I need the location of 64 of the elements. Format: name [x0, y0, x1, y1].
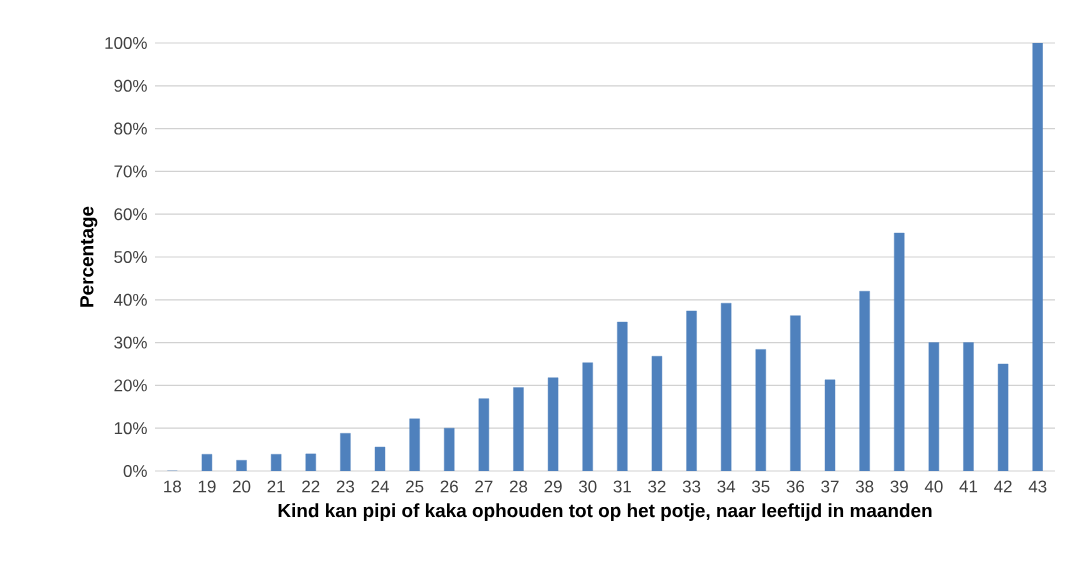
bar	[824, 379, 836, 471]
bar	[997, 363, 1009, 471]
bar	[340, 433, 351, 471]
x-tick-label: 35	[752, 480, 770, 493]
bar	[409, 418, 420, 471]
x-tick-label: 38	[855, 480, 874, 493]
x-tick-label: 29	[544, 480, 562, 493]
y-tick-label: 50%	[114, 251, 147, 263]
x-axis-title: Kind kan pipi of kaka ophouden tot op het potje, naar leeftijd in maanden	[278, 503, 932, 521]
bar	[617, 321, 628, 471]
x-tick-label: 40	[924, 480, 943, 493]
x-tick-label: 31	[613, 480, 631, 493]
y-tick-label: 80%	[114, 122, 147, 135]
bar	[928, 342, 940, 471]
bar	[582, 362, 593, 471]
x-tick-label: 24	[371, 480, 389, 493]
bar	[790, 315, 801, 471]
x-tick-label: 25	[406, 480, 424, 493]
y-tick-label: 20%	[114, 379, 147, 392]
x-tick-label: 34	[717, 480, 736, 493]
bar	[236, 460, 247, 471]
x-tick-label: 39	[890, 480, 908, 493]
bar	[547, 377, 559, 471]
x-tick-label: 21	[267, 480, 285, 493]
y-tick-label: 0%	[123, 465, 147, 477]
y-tick-label: 40%	[113, 293, 147, 306]
bar	[859, 291, 870, 471]
bar	[686, 310, 697, 471]
x-tick-label: 36	[786, 480, 805, 493]
x-tick-label: 28	[509, 480, 528, 493]
bar	[720, 303, 732, 471]
y-tick-label: 60%	[114, 208, 147, 221]
bar	[201, 454, 213, 471]
x-tick-label: 30	[578, 480, 597, 493]
x-tick-label: 26	[440, 480, 458, 493]
bar	[374, 446, 386, 471]
y-tick-label: 100%	[105, 37, 147, 49]
bar	[270, 454, 282, 471]
x-tick-label: 23	[336, 480, 355, 493]
x-tick-label: 37	[821, 480, 839, 493]
y-tick-label: 10%	[114, 422, 147, 435]
y-tick-label: 90%	[114, 79, 147, 92]
x-tick-label: 41	[959, 480, 978, 493]
x-tick-label: 32	[648, 480, 666, 493]
bar	[513, 387, 524, 471]
y-tick-label: 70%	[114, 165, 147, 178]
x-tick-label: 18	[164, 480, 181, 493]
bar	[1032, 43, 1043, 471]
bar	[305, 453, 316, 471]
bar	[444, 428, 455, 471]
bar	[478, 398, 490, 471]
x-tick-label: 43	[1028, 480, 1047, 493]
x-tick-label: 33	[682, 480, 701, 493]
x-tick-label: 20	[232, 480, 251, 493]
y-axis-title: Percentage	[80, 206, 98, 307]
x-tick-label: 22	[302, 480, 320, 493]
bar	[755, 349, 766, 471]
bar	[894, 232, 905, 471]
y-tick-label: 30%	[114, 336, 147, 349]
bar	[651, 356, 663, 471]
x-tick-label: 27	[475, 480, 493, 493]
x-tick-label: 42	[994, 480, 1012, 493]
x-tick-label: 19	[198, 480, 216, 493]
bar	[963, 342, 974, 471]
